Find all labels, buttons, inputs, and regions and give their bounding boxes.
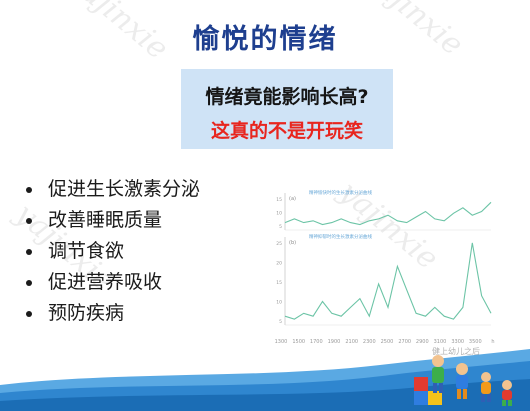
footer-wave — [0, 341, 530, 411]
x-tick-label: 2300 — [363, 339, 376, 345]
footer-credit: 健上幼儿之后 — [432, 347, 480, 356]
bullet-dot-icon — [26, 249, 32, 255]
series-line — [284, 201, 492, 226]
y-tick-label: 25 — [276, 241, 282, 247]
x-tick-label: 2900 — [416, 339, 429, 345]
panel-tag: (b) — [289, 240, 296, 246]
y-tick-label: 5 — [279, 319, 282, 325]
benefit-item: 调节食欲 — [26, 236, 200, 267]
series-line — [284, 242, 492, 320]
y-tick-label: 20 — [276, 261, 282, 267]
panel-legend: 精神愉快时的生长激素分泌曲线 — [309, 189, 372, 196]
hormone-chart: (a) 精神愉快时的生长激素分泌曲线 15 10 5 (b) 精神抑郁时的生长激素分泌曲线 2… — [255, 185, 500, 350]
y-tick-label: 10 — [276, 211, 282, 217]
x-tick-label: 1300 — [275, 339, 288, 345]
y-tick-label: 15 — [276, 280, 282, 286]
callout-answer: 这真的不是开玩笑 — [210, 120, 363, 142]
benefit-item: 促进营养吸收 — [26, 267, 200, 298]
bullet-dot-icon — [26, 280, 32, 286]
x-tick-label: 1700 — [310, 339, 323, 345]
bullet-dot-icon — [26, 187, 32, 193]
panel-legend: 精神抑郁时的生长激素分泌曲线 — [309, 233, 372, 240]
slide-title: 愉悦的情绪 — [192, 24, 338, 55]
benefit-label: 促进营养吸收 — [48, 271, 163, 293]
x-tick-label: 3500 — [469, 339, 482, 345]
x-tick-label: 1500 — [292, 339, 305, 345]
hormone-chart-svg: (a) 精神愉快时的生长激素分泌曲线 15 10 5 (b) 精神抑郁时的生长激素分泌曲线 2… — [275, 189, 495, 345]
x-tick-label: 3300 — [451, 339, 464, 345]
children-illustration — [412, 347, 522, 407]
benefit-label: 预防疾病 — [48, 302, 125, 324]
y-tick-label: 15 — [276, 197, 282, 203]
y-tick-label: 10 — [276, 300, 282, 306]
panel-tag: (a) — [289, 196, 296, 202]
benefit-item: 预防疾病 — [26, 298, 200, 329]
y-tick-label: 5 — [279, 224, 282, 230]
x-tick-label: h — [491, 339, 494, 345]
benefit-item: 改善睡眠质量 — [26, 205, 200, 236]
bullet-dot-icon — [26, 311, 32, 317]
x-tick-label: 2500 — [381, 339, 394, 345]
bullet-dot-icon — [26, 218, 32, 224]
callout-question: 情绪竟能影响长高? — [205, 86, 369, 108]
benefit-item: 促进生长激素分泌 — [26, 174, 200, 205]
benefit-list: 促进生长激素分泌 改善睡眠质量 调节食欲 促进营养吸收 预防疾病 — [26, 174, 200, 329]
x-tick-label: 2700 — [398, 339, 411, 345]
benefit-label: 改善睡眠质量 — [48, 209, 163, 231]
x-tick-label: 1900 — [328, 339, 341, 345]
x-tick-label: 3100 — [434, 339, 447, 345]
callout-box: 情绪竟能影响长高? 这真的不是开玩笑 — [181, 69, 393, 149]
x-tick-label: 2100 — [345, 339, 358, 345]
benefit-label: 调节食欲 — [48, 240, 125, 262]
benefit-label: 促进生长激素分泌 — [48, 178, 201, 200]
